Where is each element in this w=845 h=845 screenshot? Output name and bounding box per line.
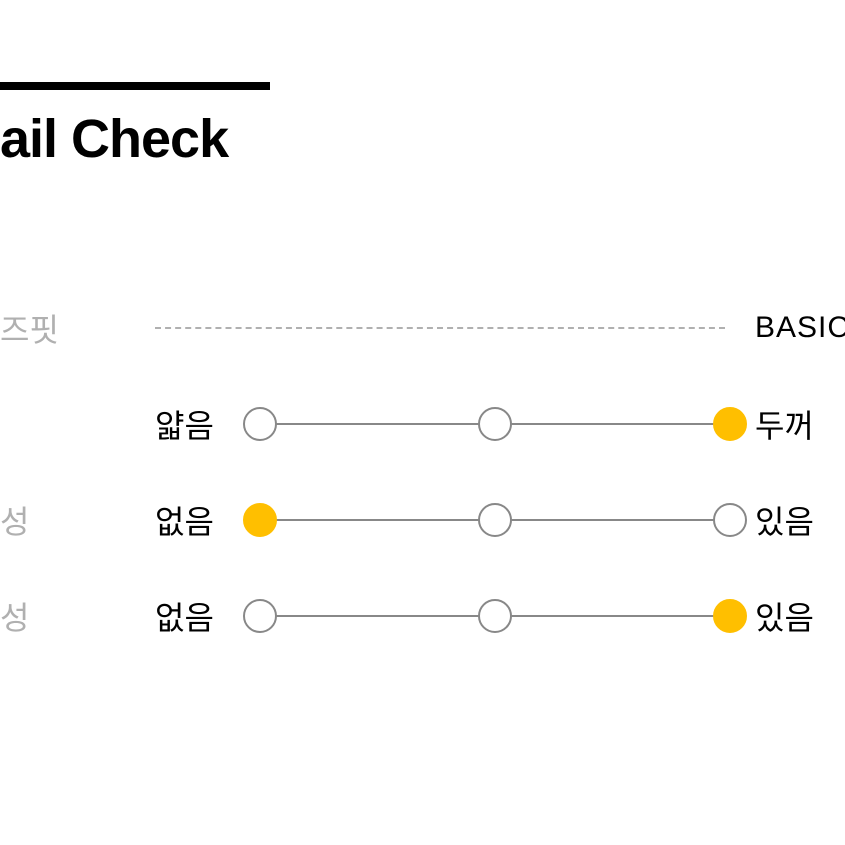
basic-label: BASIC — [755, 311, 845, 345]
top-accent-bar — [0, 82, 270, 90]
slider-row: 성 없음 있음 — [0, 472, 845, 568]
dashed-line — [155, 327, 725, 329]
slider-row: 성 없음 있음 — [0, 568, 845, 664]
right-label: 두꺼 — [755, 401, 814, 447]
slider-dot-selected[interactable] — [243, 503, 277, 537]
slider-dot-selected[interactable] — [713, 407, 747, 441]
left-label: 없음 — [155, 593, 214, 639]
category-label: 성 — [0, 497, 29, 543]
right-label: 있음 — [755, 497, 814, 543]
section-title: ail Check — [0, 108, 228, 170]
slider-dot[interactable] — [478, 599, 512, 633]
slider-dot[interactable] — [243, 407, 277, 441]
left-label: 얇음 — [155, 401, 214, 447]
right-label: 있음 — [755, 593, 814, 639]
slider-dot[interactable] — [713, 503, 747, 537]
left-label: 없음 — [155, 497, 214, 543]
slider-row: 얇음 두꺼 — [0, 376, 845, 472]
header-row: 즈핏 BASIC — [0, 280, 845, 376]
slider-dot-selected[interactable] — [713, 599, 747, 633]
slider-dot[interactable] — [478, 503, 512, 537]
slider-dot[interactable] — [478, 407, 512, 441]
slider-dot[interactable] — [243, 599, 277, 633]
category-label: 즈핏 — [0, 305, 59, 351]
detail-rows-area: 즈핏 BASIC 얇음 두꺼 성 없음 있음 성 없음 — [0, 280, 845, 664]
category-label: 성 — [0, 593, 29, 639]
